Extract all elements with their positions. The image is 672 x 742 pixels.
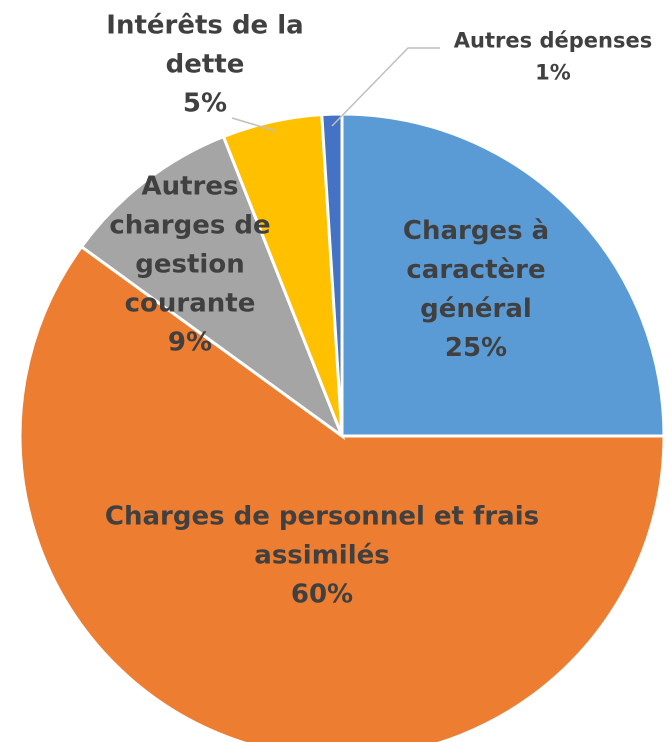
value-label: 9% xyxy=(167,327,213,358)
pie-slice xyxy=(340,112,666,438)
value-label: 5% xyxy=(182,88,228,119)
pie-slice xyxy=(18,244,666,742)
value-label: 25% xyxy=(444,333,508,363)
slice-label: Autres charges de gestion courante 9% xyxy=(105,168,275,363)
leader-line xyxy=(231,117,277,132)
pie-slice xyxy=(79,134,346,441)
slice-label: Charges à caractère général 25% xyxy=(376,212,576,368)
category-label: Charges de personnel et frais assimilés xyxy=(104,501,540,571)
category-label: Autres dépenses xyxy=(453,28,653,53)
value-label: 1% xyxy=(535,60,571,84)
category-label: Intérêts de la dette xyxy=(106,10,304,80)
slice-label: Charges de personnel et frais assimilés 6… xyxy=(82,498,562,615)
pie-slice xyxy=(320,112,344,437)
slice-label: Intérêts de la dette 5% xyxy=(90,7,320,124)
leader-line xyxy=(331,47,440,127)
slice-label: Autres dépenses 1% xyxy=(433,26,672,89)
category-label: Charges à caractère général xyxy=(402,216,550,324)
value-label: 60% xyxy=(290,579,354,610)
category-label: Autres charges de gestion courante xyxy=(109,171,271,319)
